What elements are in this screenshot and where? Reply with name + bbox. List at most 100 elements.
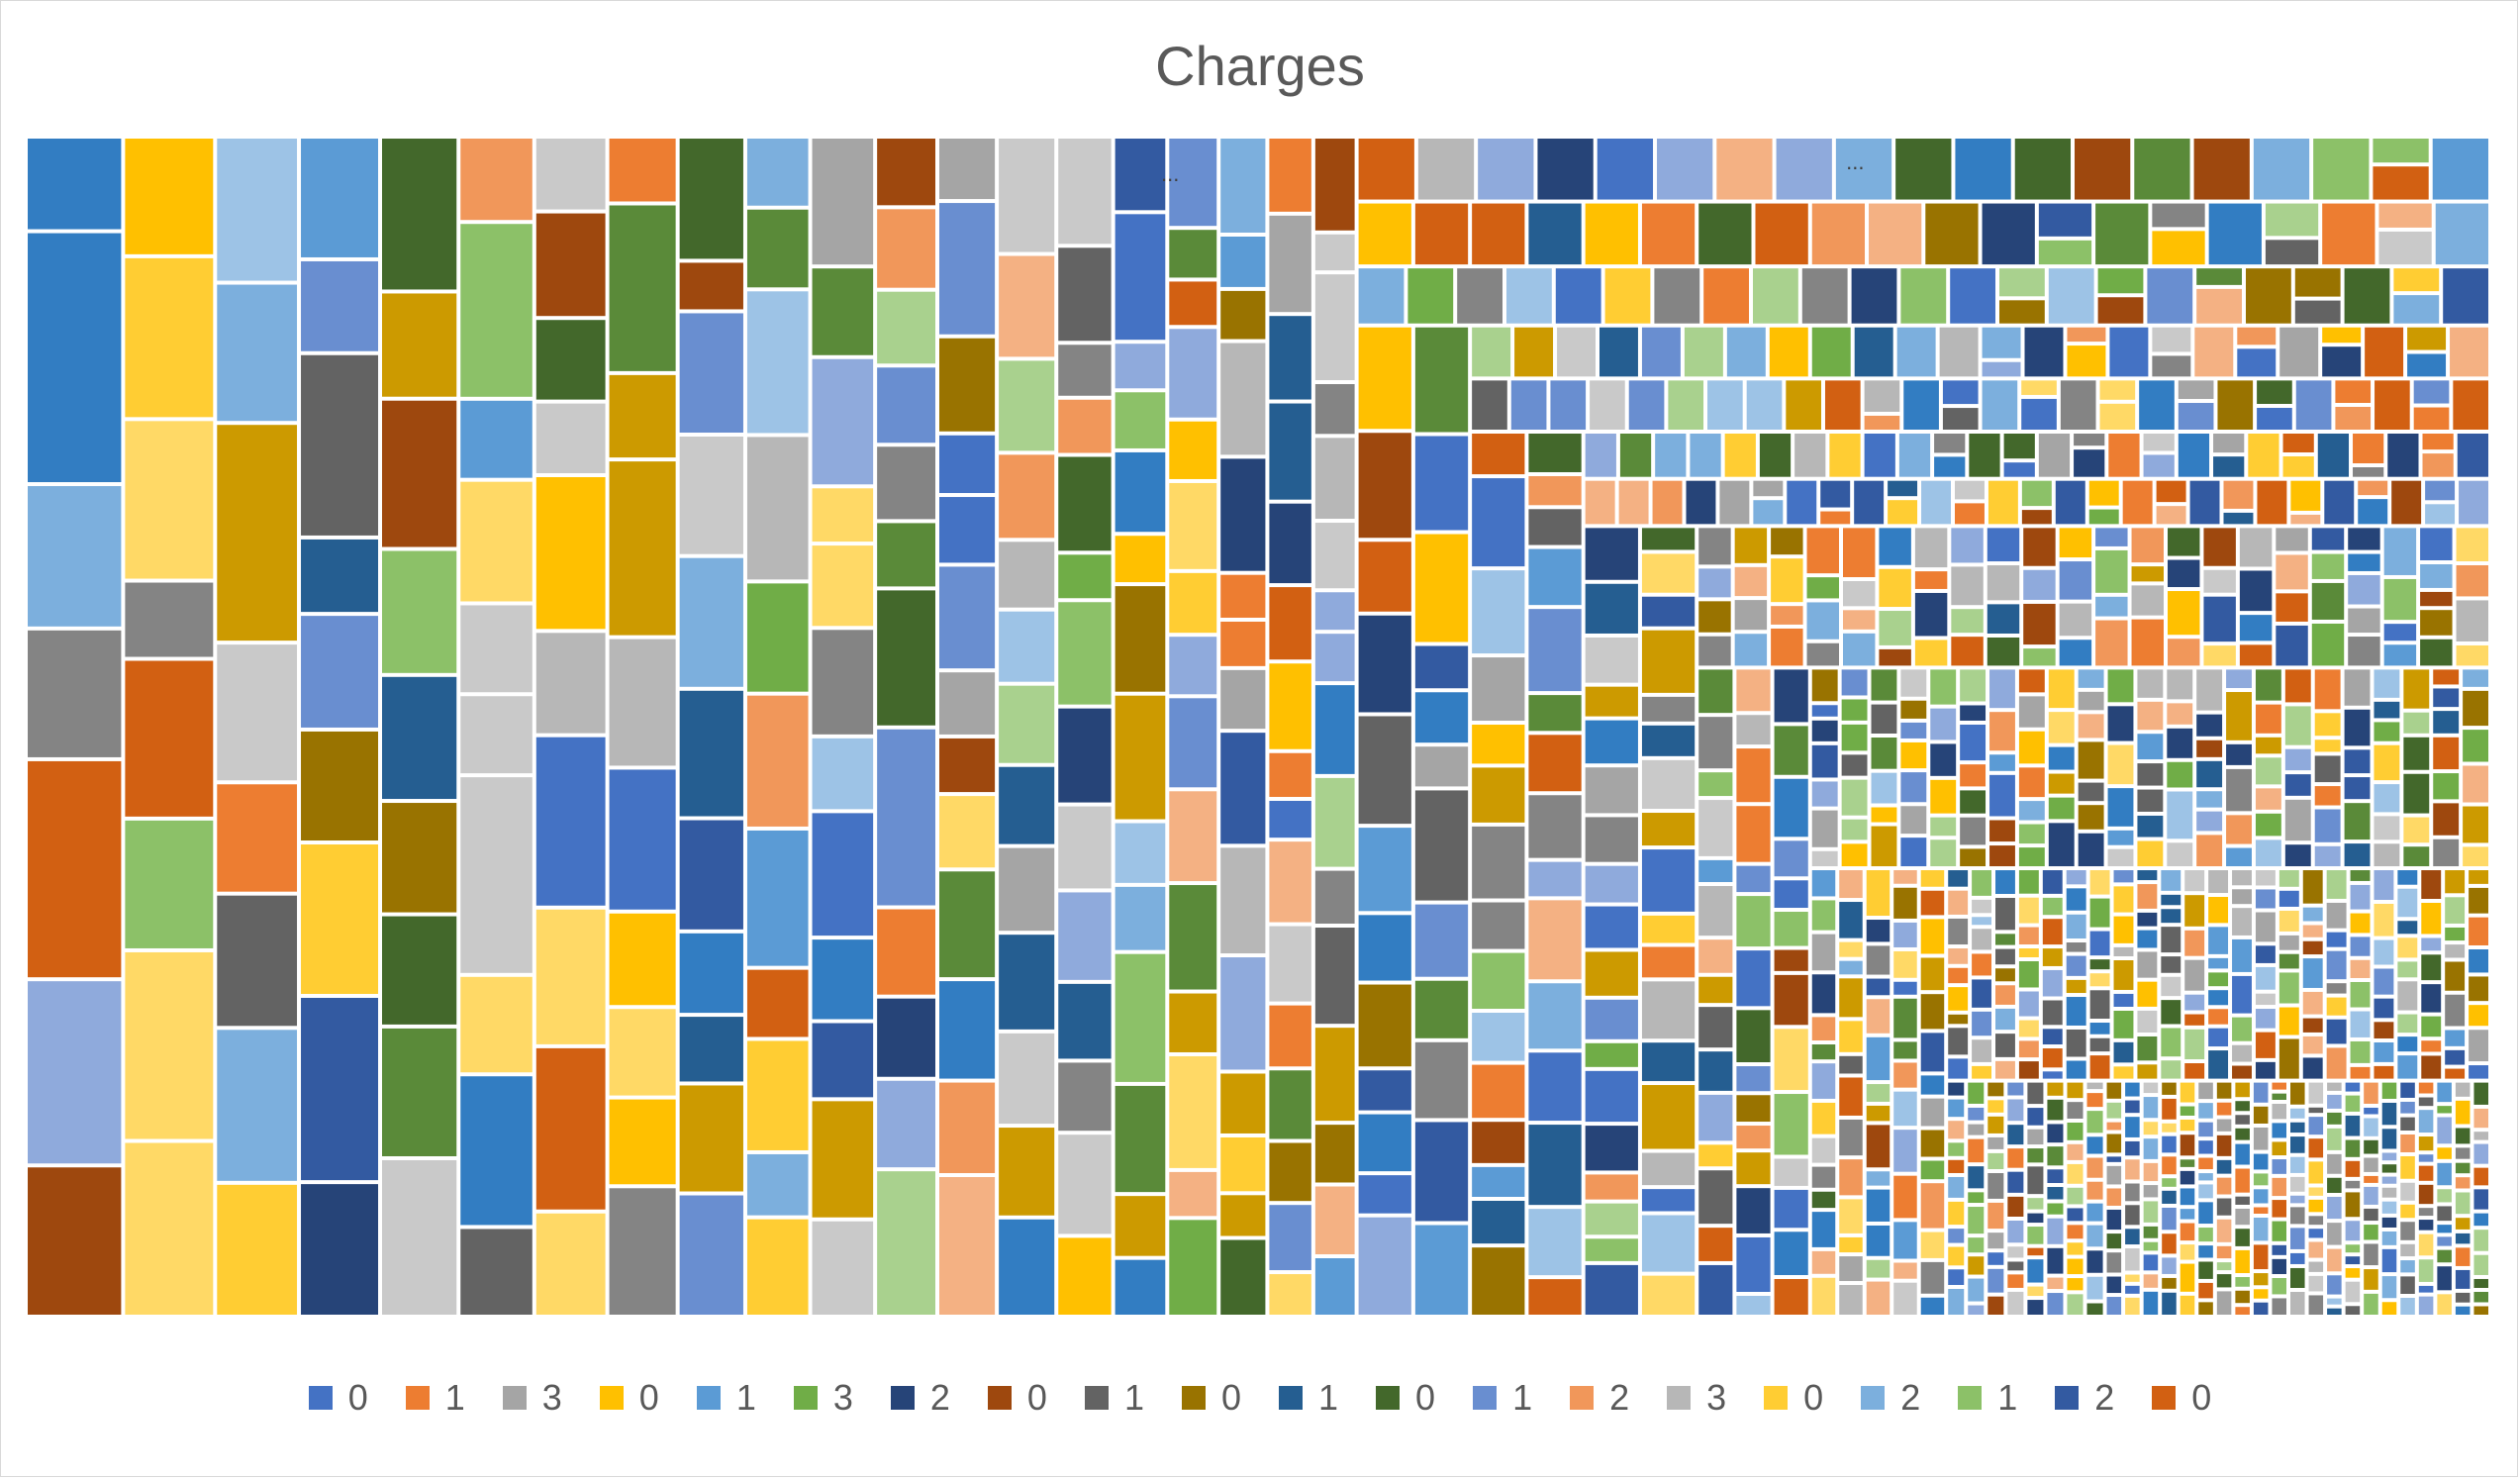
- treemap-cell[interactable]: [2421, 954, 2442, 981]
- treemap-cell[interactable]: [1987, 1173, 2004, 1199]
- treemap-leaf[interactable]: [939, 672, 996, 735]
- treemap-cell[interactable]: [2027, 1286, 2044, 1297]
- treemap-cell[interactable]: [2161, 976, 2181, 997]
- treemap-cell[interactable]: [2344, 709, 2371, 746]
- treemap-leaf[interactable]: [1314, 685, 1355, 774]
- treemap-cell[interactable]: [1604, 268, 1651, 324]
- treemap-cell[interactable]: [1472, 902, 1525, 949]
- treemap-cell[interactable]: [1939, 327, 1979, 377]
- treemap-cell[interactable]: [2314, 669, 2341, 710]
- treemap-cell[interactable]: [2456, 600, 2488, 641]
- treemap-cell[interactable]: [1930, 817, 1957, 837]
- treemap-cell[interactable]: [1989, 774, 2015, 817]
- treemap-cell[interactable]: [2023, 603, 2056, 645]
- treemap-cell[interactable]: [2418, 1110, 2434, 1134]
- treemap-cell[interactable]: [2074, 449, 2105, 477]
- treemap-cell[interactable]: [2216, 1219, 2232, 1242]
- treemap-cell[interactable]: [1734, 566, 1768, 597]
- treemap-cell[interactable]: [1893, 1262, 1917, 1279]
- treemap-cell[interactable]: [2048, 268, 2094, 324]
- treemap-cell[interactable]: [1736, 1152, 1771, 1185]
- treemap-cell[interactable]: [2208, 870, 2229, 894]
- treemap-cell[interactable]: [2437, 1082, 2452, 1103]
- treemap-leaf[interactable]: [1314, 1028, 1355, 1122]
- treemap-cell[interactable]: [2078, 714, 2104, 739]
- treemap-cell[interactable]: [2381, 1176, 2397, 1184]
- treemap-cell[interactable]: [2317, 434, 2350, 477]
- treemap-cell[interactable]: [1698, 203, 1752, 265]
- treemap-cell[interactable]: [2152, 327, 2191, 352]
- treemap-cell[interactable]: [2237, 348, 2277, 377]
- treemap-cell[interactable]: [2078, 805, 2104, 830]
- treemap-cell[interactable]: [1989, 845, 2015, 867]
- treemap-cell[interactable]: [1995, 985, 2015, 1005]
- treemap-cell[interactable]: [2433, 669, 2460, 685]
- treemap-cell[interactable]: [1955, 139, 2011, 200]
- treemap-cell[interactable]: [2253, 1082, 2269, 1103]
- treemap-cell[interactable]: [1951, 528, 1984, 563]
- legend-item[interactable]: 2: [2055, 1377, 2114, 1419]
- treemap-cell[interactable]: [2235, 1277, 2250, 1287]
- treemap-cell[interactable]: [1806, 577, 1839, 599]
- treemap-cell[interactable]: [2125, 1229, 2140, 1245]
- treemap-leaf[interactable]: [382, 550, 457, 673]
- treemap-cell[interactable]: [2018, 991, 2039, 1017]
- treemap-leaf[interactable]: [877, 291, 935, 364]
- treemap-cell[interactable]: [1528, 1125, 1582, 1206]
- treemap-leaf[interactable]: [535, 909, 606, 1044]
- treemap-leaf[interactable]: [1220, 733, 1266, 844]
- treemap-cell[interactable]: [1774, 949, 1808, 971]
- treemap-cell[interactable]: [2255, 757, 2281, 785]
- treemap-leaf[interactable]: [999, 847, 1055, 932]
- treemap-cell[interactable]: [2455, 1247, 2471, 1266]
- treemap-cell[interactable]: [1358, 1217, 1411, 1315]
- treemap-cell[interactable]: [2473, 1230, 2488, 1251]
- treemap-cell[interactable]: [1599, 327, 1638, 377]
- treemap-leaf[interactable]: [1058, 139, 1112, 245]
- treemap-cell[interactable]: [2445, 1068, 2466, 1079]
- treemap-cell[interactable]: [1585, 434, 1616, 477]
- treemap-cell[interactable]: [2248, 434, 2279, 477]
- treemap-cell[interactable]: [1506, 268, 1552, 324]
- treemap-cell[interactable]: [2042, 870, 2063, 894]
- treemap-cell[interactable]: [2278, 1007, 2299, 1035]
- treemap-cell[interactable]: [1698, 568, 1731, 598]
- treemap-cell[interactable]: [2147, 268, 2193, 324]
- treemap-cell[interactable]: [1811, 900, 1836, 931]
- treemap-cell[interactable]: [1585, 1264, 1638, 1315]
- treemap-cell[interactable]: [1839, 1256, 1863, 1282]
- treemap-cell[interactable]: [2290, 1176, 2305, 1192]
- treemap-cell[interactable]: [2060, 380, 2096, 430]
- treemap-cell[interactable]: [2143, 1274, 2159, 1288]
- treemap-cell[interactable]: [1528, 1209, 1582, 1276]
- treemap-cell[interactable]: [2208, 972, 2229, 987]
- treemap-cell[interactable]: [1472, 203, 1525, 265]
- treemap-cell[interactable]: [1806, 528, 1839, 574]
- treemap-cell[interactable]: [2168, 559, 2200, 588]
- treemap-cell[interactable]: [2400, 1260, 2415, 1273]
- treemap-cell[interactable]: [2418, 1165, 2434, 1181]
- treemap-cell[interactable]: [2027, 1082, 2044, 1105]
- treemap-cell[interactable]: [2345, 1306, 2361, 1315]
- treemap-cell[interactable]: [1893, 1062, 1917, 1088]
- treemap-cell[interactable]: [2198, 1202, 2213, 1225]
- treemap-cell[interactable]: [2253, 1106, 2269, 1124]
- treemap-cell[interactable]: [2284, 748, 2311, 771]
- treemap-cell[interactable]: [2418, 1285, 2434, 1293]
- treemap-cell[interactable]: [1811, 203, 1866, 265]
- treemap-leaf[interactable]: [679, 437, 743, 554]
- treemap-leaf[interactable]: [1220, 1239, 1266, 1316]
- treemap-cell[interactable]: [2255, 870, 2276, 886]
- treemap-cell[interactable]: [2125, 1248, 2140, 1271]
- treemap-cell[interactable]: [2327, 1082, 2342, 1091]
- treemap-cell[interactable]: [2235, 1208, 2250, 1226]
- treemap-cell[interactable]: [1457, 268, 1502, 324]
- treemap-leaf[interactable]: [999, 611, 1055, 682]
- treemap-cell[interactable]: [1703, 268, 1749, 324]
- treemap-cell[interactable]: [2108, 434, 2140, 477]
- treemap-cell[interactable]: [1472, 1122, 1525, 1163]
- treemap-leaf[interactable]: [999, 255, 1055, 357]
- treemap-cell[interactable]: [1869, 203, 1922, 265]
- treemap-cell[interactable]: [1951, 609, 1984, 634]
- treemap-cell[interactable]: [1619, 434, 1652, 477]
